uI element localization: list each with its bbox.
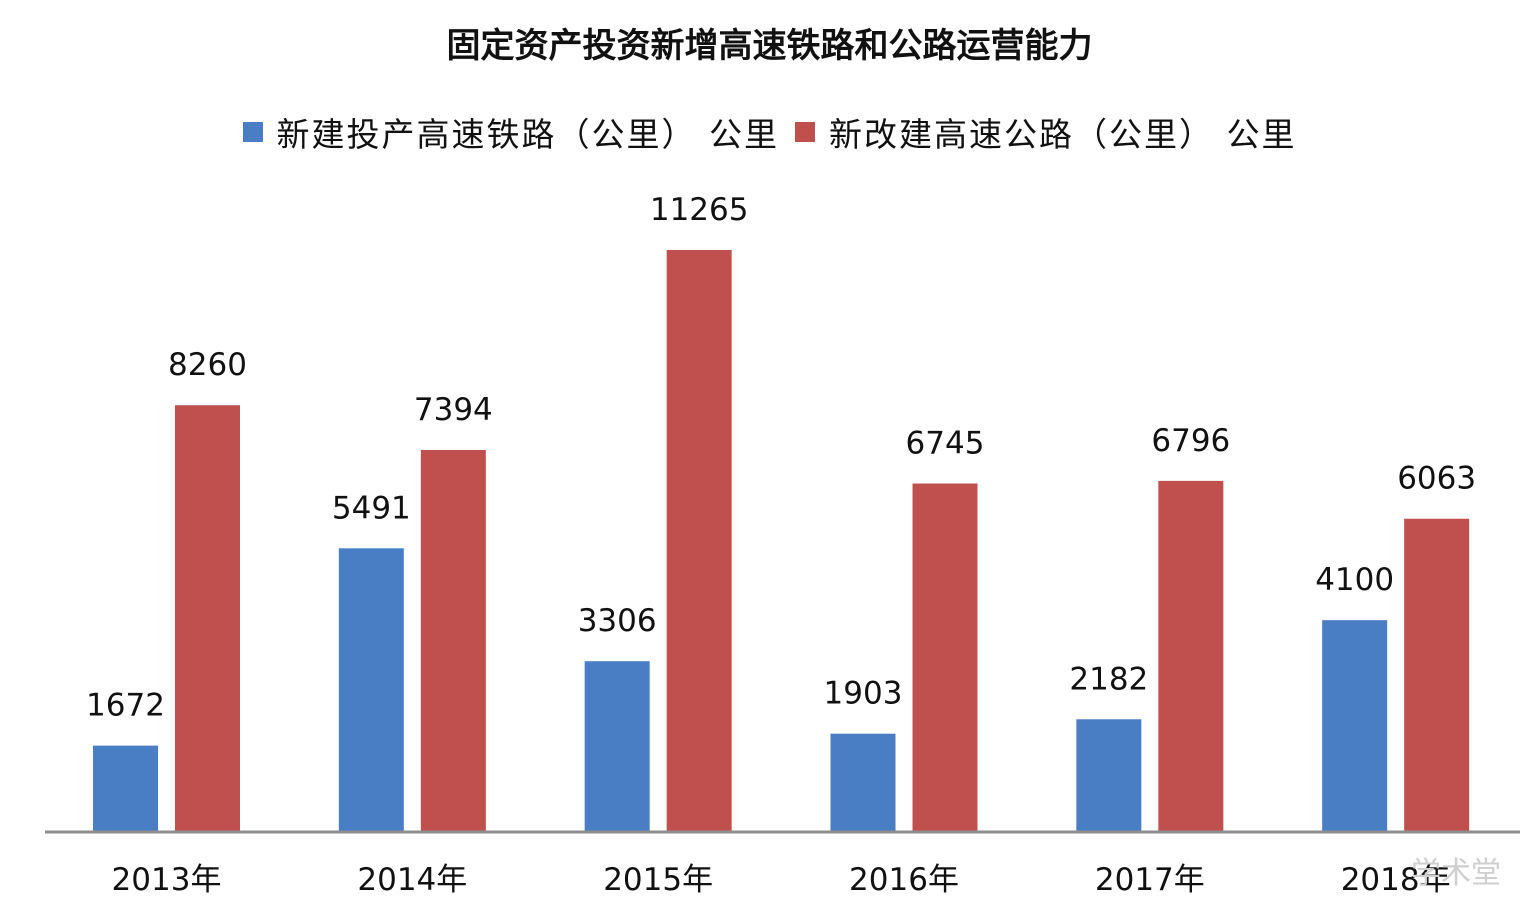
highway-data-label-2: 11265 — [650, 192, 749, 228]
railway-data-label-1: 5491 — [332, 490, 411, 526]
railway-bar-5 — [1322, 620, 1388, 832]
highway-data-label-0: 8260 — [168, 347, 247, 383]
highway-bar-1 — [420, 449, 486, 832]
railway-data-label-4: 2182 — [1069, 661, 1148, 697]
railway-data-label-3: 1903 — [824, 676, 903, 712]
railway-bar-2 — [584, 661, 650, 832]
highway-bar-5 — [1404, 518, 1470, 832]
x-tick-label-3: 2016年 — [849, 862, 959, 898]
legend: 新建投产高速铁路（公里） 公里 新改建高速公路（公里） 公里 — [0, 108, 1539, 156]
highway-bar-0 — [175, 405, 240, 832]
highway-data-label-5: 6063 — [1397, 461, 1476, 497]
x-tick-label-5: 2018年 — [1341, 862, 1451, 898]
watermark-logo: 学术堂 — [1411, 856, 1501, 891]
railway-bar-0 — [93, 745, 158, 832]
railway-data-label-5: 4100 — [1315, 562, 1394, 598]
legend-swatch-highway — [795, 122, 815, 142]
highway-bar-3 — [912, 483, 978, 832]
railway-data-label-0: 1672 — [86, 688, 165, 724]
highway-bar-2 — [666, 249, 732, 833]
legend-item-highway: 新改建高速公路（公里） 公里 — [795, 108, 1297, 156]
legend-item-railway: 新建投产高速铁路（公里） 公里 — [242, 108, 780, 156]
x-tick-label-0: 2013年 — [112, 862, 222, 898]
railway-bar-3 — [830, 733, 896, 832]
chart-title: 固定资产投资新增高速铁路和公路运营能力 — [446, 26, 1093, 66]
x-tick-label-1: 2014年 — [357, 862, 467, 898]
highway-data-label-1: 7394 — [414, 392, 493, 428]
legend-label-highway: 新改建高速公路（公里） 公里 — [829, 115, 1297, 154]
highway-data-label-4: 6796 — [1151, 423, 1230, 459]
legend-label-railway: 新建投产高速铁路（公里） 公里 — [276, 115, 779, 154]
railway-bar-4 — [1076, 719, 1142, 832]
legend-swatch-railway — [242, 122, 263, 142]
x-tick-label-2: 2015年 — [603, 862, 713, 898]
highway-bar-4 — [1158, 480, 1224, 832]
x-tick-label-4: 2017年 — [1095, 862, 1205, 898]
highway-data-label-3: 6745 — [906, 426, 985, 462]
railway-data-label-2: 3306 — [578, 603, 657, 639]
railway-bar-1 — [338, 548, 404, 832]
